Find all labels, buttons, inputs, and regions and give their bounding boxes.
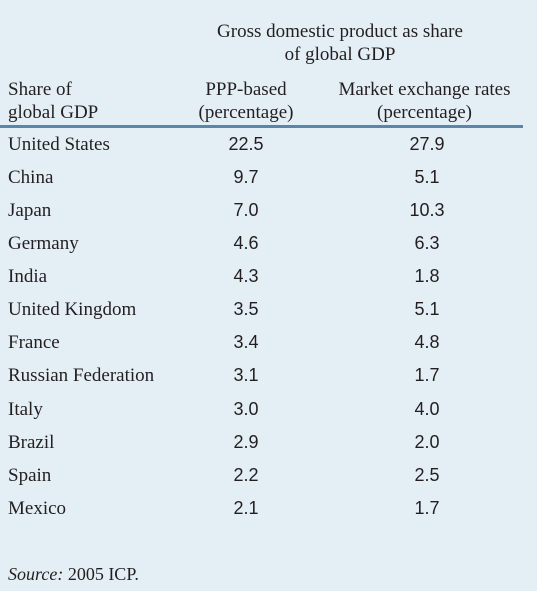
market-rate-value: 4.8 [414,332,440,352]
table-row: Italy 3.0 4.0 [0,393,537,426]
ppp-value: 2.9 [233,432,259,452]
market-rate-value: 10.3 [409,200,445,220]
country-name: Italy [8,399,43,420]
market-rate-value: 4.0 [414,399,440,419]
column-header-market-rates: Market exchange rates (percentage) [322,78,527,124]
ppp-value: 2.1 [233,498,259,518]
table-row: Mexico 2.1 1.7 [0,492,537,525]
table-row: Germany 4.6 6.3 [0,227,537,260]
ppp-value: 2.2 [233,465,259,485]
country-name: Brazil [8,432,55,453]
ppp-value: 4.3 [233,266,259,286]
market-rate-value: 1.7 [414,365,440,385]
ppp-value: 3.4 [233,332,259,352]
group-header: Gross domestic product as share of globa… [195,20,485,66]
ppp-value: 3.0 [233,399,259,419]
column-header-ppp-line1: PPP-based [205,79,287,100]
country-name: United States [8,134,110,155]
country-name: United Kingdom [8,299,137,320]
table-row: France 3.4 4.8 [0,326,537,359]
table-row: Brazil 2.9 2.0 [0,426,537,459]
table-row: India 4.3 1.8 [0,260,537,293]
source-label: Source: [8,564,64,584]
group-header-line2: of global GDP [284,44,396,65]
column-header-ppp-line2: (percentage) [198,102,294,123]
header-divider [0,125,523,128]
ppp-value: 7.0 [233,200,259,220]
market-rate-value: 2.0 [414,432,440,452]
country-name: India [8,266,48,287]
column-header-share-line1: Share of [8,79,72,100]
source-text: 2005 ICP. [63,564,139,584]
ppp-value: 3.1 [233,365,259,385]
market-rate-value: 5.1 [414,167,440,187]
market-rate-value: 27.9 [409,134,445,154]
ppp-value: 4.6 [233,233,259,253]
table-row: Russian Federation 3.1 1.7 [0,359,537,392]
group-header-line1: Gross domestic product as share [217,21,463,42]
table-row: China 9.7 5.1 [0,161,537,194]
source-note: Source: 2005 ICP. [8,563,139,585]
table-row: United Kingdom 3.5 5.1 [0,293,537,326]
ppp-value: 3.5 [233,299,259,319]
country-name: Russian Federation [8,365,155,386]
country-name: Spain [8,465,52,486]
country-name: China [8,167,54,188]
table-row: Japan 7.0 10.3 [0,194,537,227]
table-row: Spain 2.2 2.5 [0,459,537,492]
column-header-share: Share of global GDP [8,78,98,124]
ppp-value: 9.7 [233,167,259,187]
market-rate-value: 6.3 [414,233,440,253]
country-name: Japan [8,200,52,221]
column-header-mer-line1: Market exchange rates [338,79,511,100]
market-rate-value: 1.7 [414,498,440,518]
column-header-mer-line2: (percentage) [377,102,472,123]
country-name: Germany [8,233,79,254]
column-header-share-line2: global GDP [8,102,99,123]
country-name: France [8,332,60,353]
ppp-value: 22.5 [228,134,264,154]
market-rate-value: 1.8 [414,266,440,286]
market-rate-value: 5.1 [414,299,440,319]
table-row: United States 22.5 27.9 [0,128,537,161]
column-header-ppp: PPP-based (percentage) [186,78,306,124]
country-name: Mexico [8,498,67,519]
market-rate-value: 2.5 [414,465,440,485]
